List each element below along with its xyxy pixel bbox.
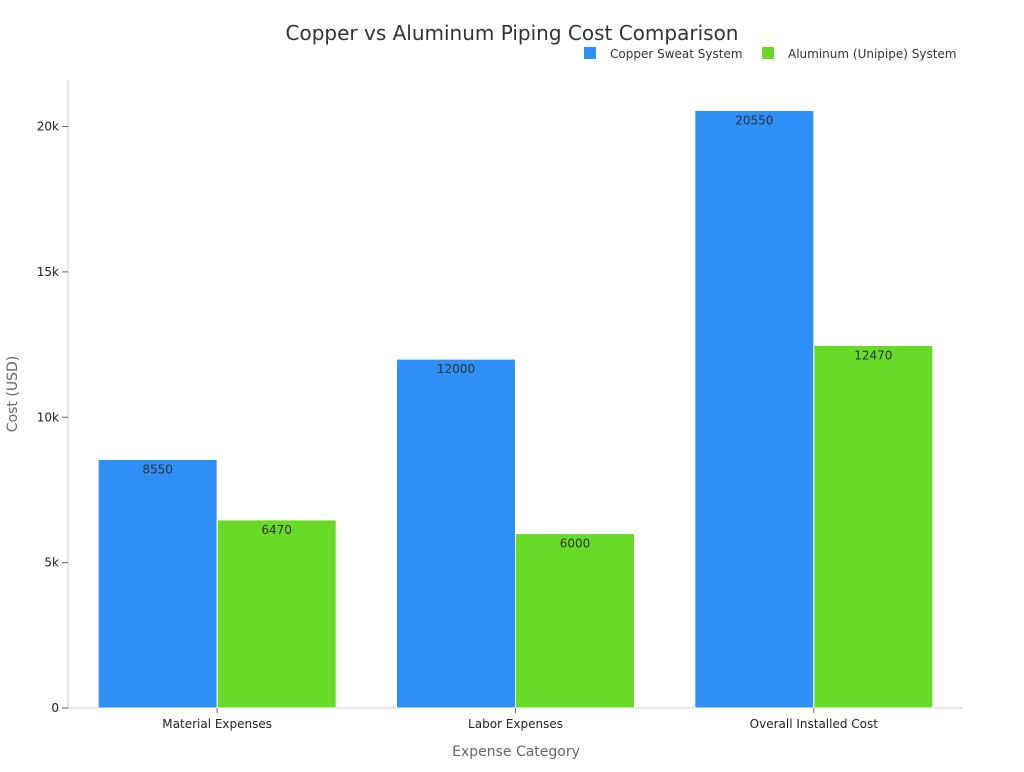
legend-swatch-copper <box>584 47 596 59</box>
chart-title: Copper vs Aluminum Piping Cost Compariso… <box>286 21 739 45</box>
x-ticks: Material Expenses Labor Expenses Overall I… <box>162 708 878 731</box>
data-labels: 8550 6470 12000 6000 20550 12470 <box>142 114 892 551</box>
bar-value-label: 6000 <box>560 537 591 551</box>
x-tick-label: Overall Installed Cost <box>750 717 879 731</box>
y-tick-label: 10k <box>37 410 59 424</box>
y-tick-label: 0 <box>51 701 59 715</box>
x-tick-label: Labor Expenses <box>468 717 563 731</box>
y-tick-label: 15k <box>37 265 59 279</box>
bar-copper <box>97 458 218 709</box>
bar-copper <box>694 110 815 709</box>
bar-aluminum <box>216 519 337 709</box>
bar-value-label: 20550 <box>735 114 773 128</box>
bars <box>97 110 934 709</box>
y-tick-label: 20k <box>37 120 59 134</box>
x-tick-label: Material Expenses <box>162 717 272 731</box>
y-tick-label: 5k <box>44 556 59 570</box>
x-axis-label: Expense Category <box>452 744 580 760</box>
bar-value-label: 8550 <box>142 462 173 476</box>
bar-copper <box>396 358 516 709</box>
bar-value-label: 12000 <box>437 362 475 376</box>
y-axis-label: Cost (USD) <box>5 356 21 432</box>
bar-aluminum <box>813 344 934 709</box>
bar-aluminum <box>515 533 635 709</box>
legend-label-copper: Copper Sweat System <box>610 47 743 61</box>
legend-swatch-aluminum <box>762 47 774 59</box>
legend-label-aluminum: Aluminum (Unipipe) System <box>788 47 957 61</box>
y-ticks: 0 5k 10k 15k 20k <box>37 120 68 715</box>
bar-value-label: 12470 <box>854 348 892 362</box>
bar-value-label: 6470 <box>261 523 292 537</box>
legend: Copper Sweat System Aluminum (Unipipe) Sy… <box>584 47 957 61</box>
